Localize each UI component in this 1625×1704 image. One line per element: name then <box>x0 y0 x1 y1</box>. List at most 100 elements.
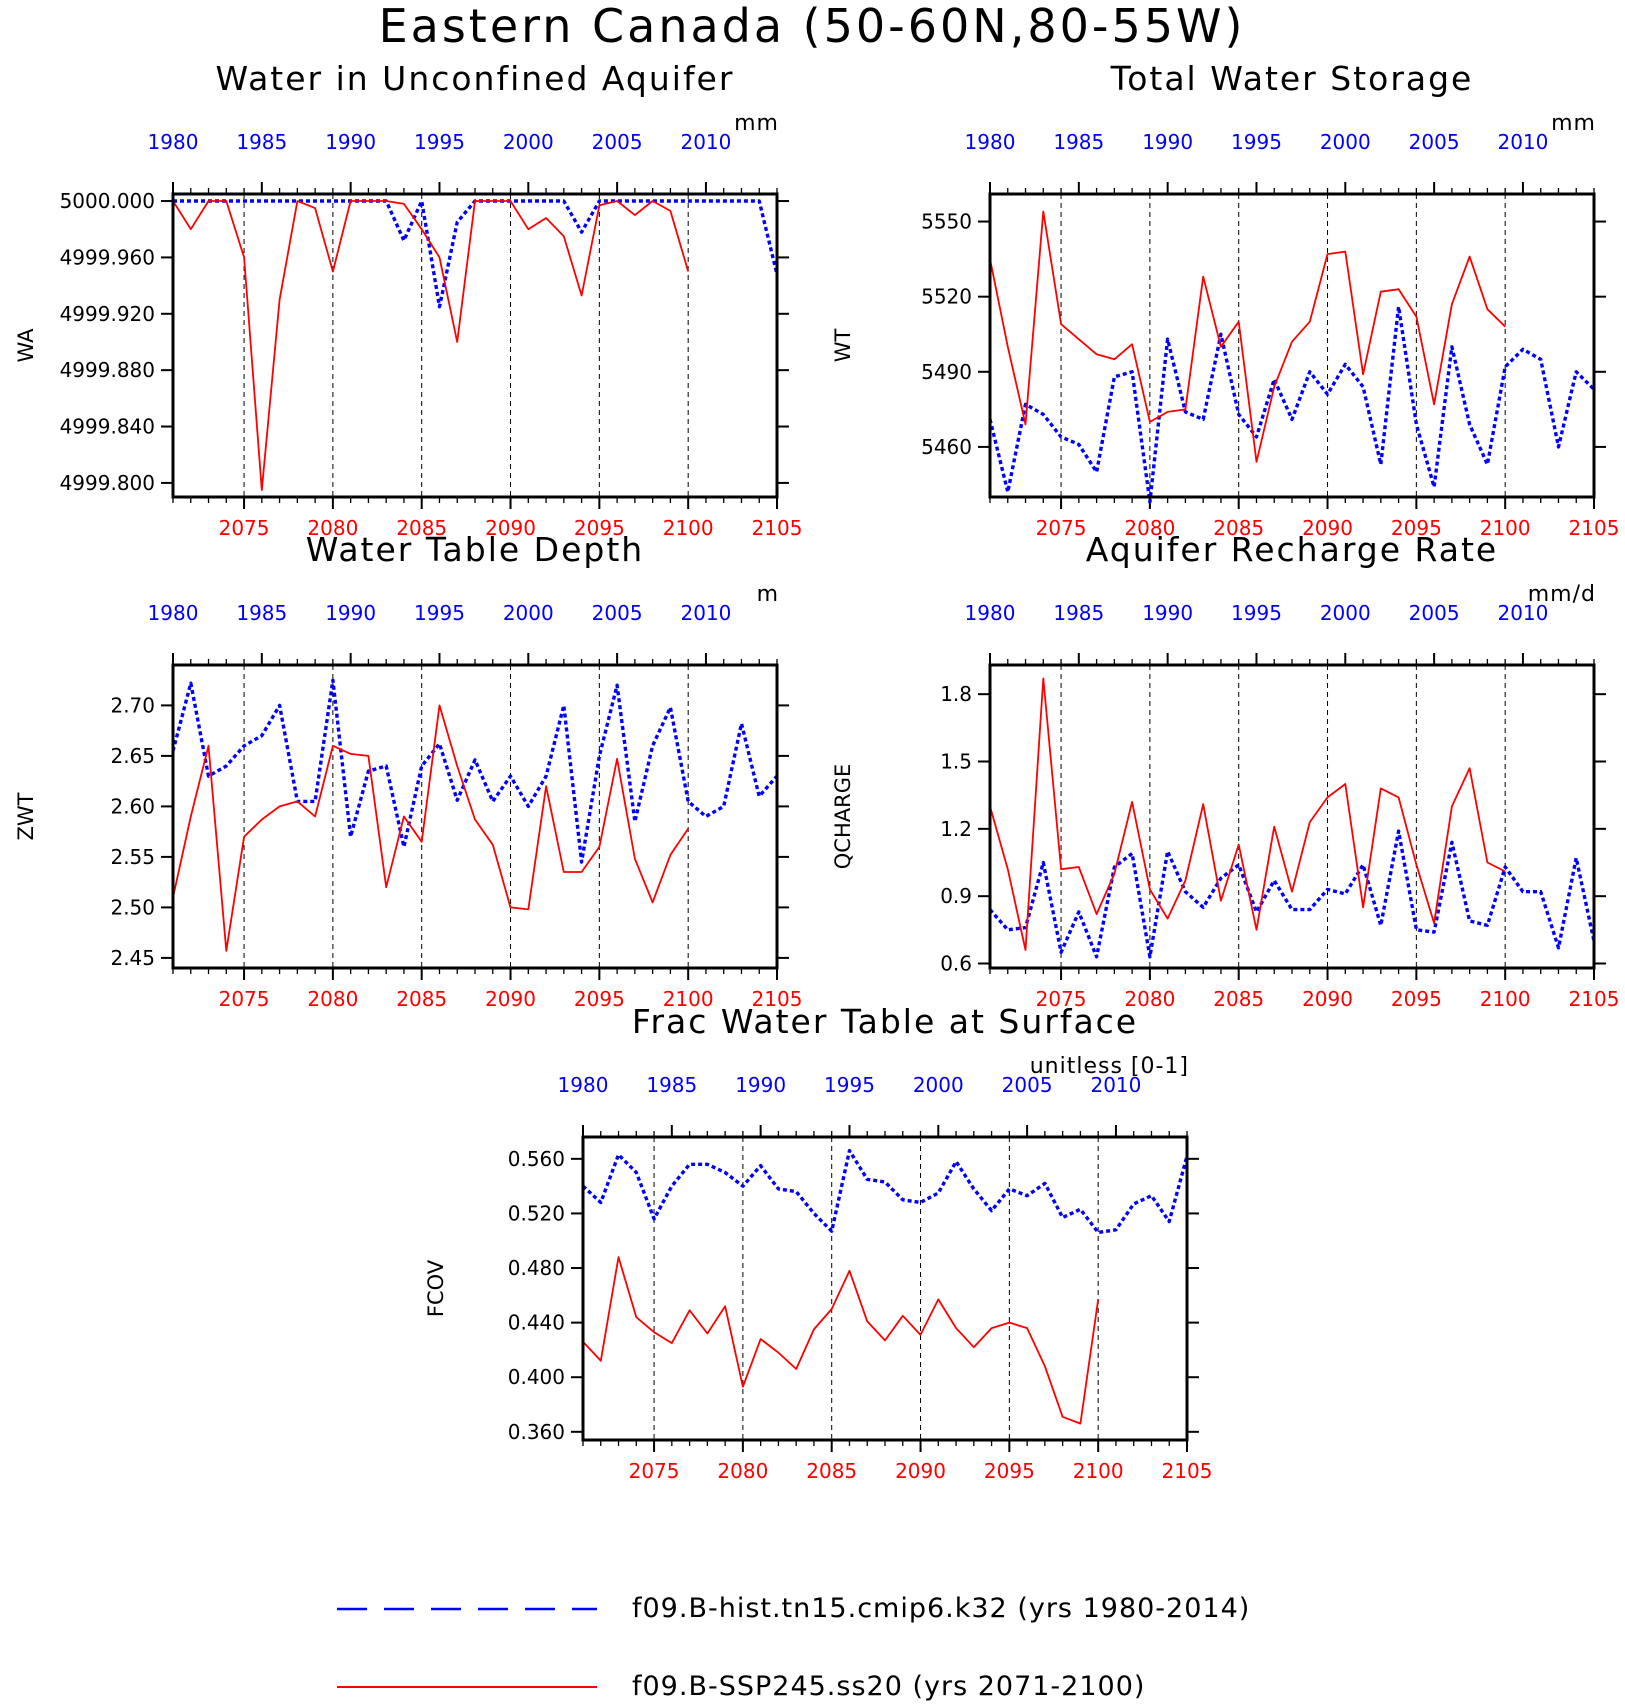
legend-label-future: f09.B-SSP245.ss20 (yrs 2071-2100) <box>632 1671 1145 1702</box>
water-in-unconfined-aquifer-xlabel-top-2010: 2010 <box>680 130 731 154</box>
aquifer-recharge-rate-xlabel-top-1985: 1985 <box>1053 601 1104 625</box>
water-table-depth-ylabel-tick-2: 2.60 <box>110 794 155 818</box>
water-in-unconfined-aquifer-xlabel-bottom-2095: 2095 <box>574 516 625 540</box>
water-in-unconfined-aquifer-ylabel-tick-4: 4999.840 <box>60 415 155 439</box>
aquifer-recharge-rate-ylabel-tick-2: 1.2 <box>940 817 972 841</box>
water-table-depth-xlabel-top-2010: 2010 <box>680 601 731 625</box>
water-in-unconfined-aquifer-xlabel-top-1990: 1990 <box>325 130 376 154</box>
aquifer-recharge-rate-xlabel-top-2010: 2010 <box>1497 601 1548 625</box>
water-in-unconfined-aquifer-plot-frame <box>171 192 779 499</box>
aquifer-recharge-rate-xlabel-top-1990: 1990 <box>1142 601 1193 625</box>
total-water-storage-xlabel-bottom-2090: 2090 <box>1302 516 1353 540</box>
frac-water-table-at-surface-plot-frame <box>581 1135 1189 1442</box>
total-water-storage-xlabel-bottom-2085: 2085 <box>1213 516 1264 540</box>
frac-water-table-at-surface-xlabel-top-1985: 1985 <box>646 1073 697 1097</box>
water-table-depth-xlabel-top-1985: 1985 <box>236 601 287 625</box>
water-table-depth-series-future-line <box>172 704 689 952</box>
total-water-storage-xlabel-top-2010: 2010 <box>1497 130 1548 154</box>
total-water-storage-xlabel-bottom-2075: 2075 <box>1036 516 1087 540</box>
panels: Water in Unconfined Aquifer mm WA 2075 2080 2… <box>14 59 1619 1483</box>
aquifer-recharge-rate-xlabel-bottom-2095: 2095 <box>1391 987 1442 1011</box>
total-water-storage-ylabel-tick-2: 5490 <box>921 360 972 384</box>
frac-water-table-at-surface-ylabel-tick-3: 0.440 <box>508 1311 565 1335</box>
frac-water-table-at-surface-panel: Frac Water Table at Surface unitless [0-1… <box>424 1002 1212 1483</box>
frac-water-table-at-surface-ylabel-tick-1: 0.520 <box>508 1201 565 1225</box>
frac-water-table-at-surface-xlabel-top-2000: 2000 <box>913 1073 964 1097</box>
water-in-unconfined-aquifer-xlabel-bottom-2100: 2100 <box>663 516 714 540</box>
total-water-storage-xlabel-top-2005: 2005 <box>1409 130 1460 154</box>
total-water-storage-xlabel-top-1980: 1980 <box>965 130 1016 154</box>
total-water-storage-series-future-line <box>989 210 1506 463</box>
total-water-storage-ylabel-tick-0: 5550 <box>921 210 972 234</box>
frac-water-table-at-surface-ylabel-tick-2: 0.480 <box>508 1256 565 1280</box>
frac-water-table-at-surface-xlabel-top-1995: 1995 <box>824 1073 875 1097</box>
frac-water-table-at-surface-title: Frac Water Table at Surface <box>632 1002 1138 1041</box>
total-water-storage-ylabel-tick-3: 5460 <box>921 435 972 459</box>
water-in-unconfined-aquifer-xlabel-top-2000: 2000 <box>503 130 554 154</box>
water-table-depth-plot-frame <box>171 663 779 970</box>
water-in-unconfined-aquifer-ylabel-tick-1: 4999.960 <box>60 245 155 269</box>
water-in-unconfined-aquifer-xlabel-bottom-2085: 2085 <box>396 516 447 540</box>
water-table-depth-xlabel-top-1980: 1980 <box>148 601 199 625</box>
total-water-storage-ylabel: WT <box>831 329 855 363</box>
water-table-depth-units: m <box>757 582 779 607</box>
frac-water-table-at-surface-xlabel-bottom-2075: 2075 <box>629 1459 680 1483</box>
water-table-depth-ylabel-tick-3: 2.55 <box>110 845 155 869</box>
water-in-unconfined-aquifer-xlabel-bottom-2080: 2080 <box>307 516 358 540</box>
total-water-storage-series-hist-line <box>988 305 1596 504</box>
water-table-depth-xlabel-top-1995: 1995 <box>414 601 465 625</box>
frac-water-table-at-surface-xlabel-top-1980: 1980 <box>558 1073 609 1097</box>
aquifer-recharge-rate-series-future-line <box>989 677 1506 951</box>
frac-water-table-at-surface-xlabel-top-2005: 2005 <box>1002 1073 1053 1097</box>
water-table-depth-xlabel-top-2005: 2005 <box>592 601 643 625</box>
water-table-depth-panel: Water Table Depth m ZWT 2075 2080 2085 2090 209… <box>14 530 802 1011</box>
aquifer-recharge-rate-xlabel-top-1980: 1980 <box>965 601 1016 625</box>
water-in-unconfined-aquifer-ylabel: WA <box>14 328 38 363</box>
legend-label-hist: f09.B-hist.tn15.cmip6.k32 (yrs 1980-2014… <box>632 1593 1250 1624</box>
aquifer-recharge-rate-series-hist-line <box>988 829 1596 959</box>
aquifer-recharge-rate-xlabel-bottom-2085: 2085 <box>1213 987 1264 1011</box>
frac-water-table-at-surface-ylabel-tick-5: 0.360 <box>508 1420 565 1444</box>
total-water-storage-xlabel-bottom-2095: 2095 <box>1391 516 1442 540</box>
water-in-unconfined-aquifer-xlabel-top-1995: 1995 <box>414 130 465 154</box>
frac-water-table-at-surface-xlabel-bottom-2100: 2100 <box>1073 1459 1124 1483</box>
aquifer-recharge-rate-xlabel-top-2005: 2005 <box>1409 601 1460 625</box>
aquifer-recharge-rate-panel: Aquifer Recharge Rate mm/d QCHARGE 2075 2080… <box>831 530 1619 1011</box>
total-water-storage-xlabel-top-1985: 1985 <box>1053 130 1104 154</box>
water-table-depth-xlabel-bottom-2080: 2080 <box>307 987 358 1011</box>
water-table-depth-xlabel-bottom-2100: 2100 <box>663 987 714 1011</box>
aquifer-recharge-rate-title: Aquifer Recharge Rate <box>1086 530 1498 569</box>
water-table-depth-xlabel-bottom-2090: 2090 <box>485 987 536 1011</box>
water-in-unconfined-aquifer-ylabel-tick-5: 4999.800 <box>60 471 155 495</box>
total-water-storage-xlabel-top-2000: 2000 <box>1320 130 1371 154</box>
aquifer-recharge-rate-xlabel-top-2000: 2000 <box>1320 601 1371 625</box>
aquifer-recharge-rate-ylabel-tick-1: 1.5 <box>940 750 972 774</box>
total-water-storage-ylabel-tick-1: 5520 <box>921 285 972 309</box>
water-in-unconfined-aquifer-xlabel-top-1985: 1985 <box>236 130 287 154</box>
legend: f09.B-hist.tn15.cmip6.k32 (yrs 1980-2014… <box>337 1593 1250 1702</box>
frac-water-table-at-surface-xlabel-bottom-2085: 2085 <box>806 1459 857 1483</box>
figure-title: Eastern Canada (50-60N,80-55W) <box>379 0 1246 53</box>
water-table-depth-ylabel-tick-4: 2.50 <box>110 895 155 919</box>
water-table-depth-xlabel-bottom-2085: 2085 <box>396 987 447 1011</box>
water-in-unconfined-aquifer-xlabel-top-2005: 2005 <box>592 130 643 154</box>
water-in-unconfined-aquifer-ylabel-tick-3: 4999.880 <box>60 358 155 382</box>
aquifer-recharge-rate-xlabel-bottom-2080: 2080 <box>1124 987 1175 1011</box>
aquifer-recharge-rate-xlabel-top-1995: 1995 <box>1231 601 1282 625</box>
total-water-storage-plot-frame <box>988 192 1596 499</box>
water-table-depth-ylabel-tick-0: 2.70 <box>110 693 155 717</box>
total-water-storage-xlabel-top-1990: 1990 <box>1142 130 1193 154</box>
frac-water-table-at-surface-ylabel-tick-4: 0.400 <box>508 1365 565 1389</box>
water-table-depth-xlabel-bottom-2075: 2075 <box>219 987 270 1011</box>
water-in-unconfined-aquifer-xlabel-top-1980: 1980 <box>148 130 199 154</box>
frac-water-table-at-surface-xlabel-top-2010: 2010 <box>1090 1073 1141 1097</box>
water-in-unconfined-aquifer-ylabel-tick-2: 4999.920 <box>60 302 155 326</box>
water-table-depth-title: Water Table Depth <box>306 530 644 569</box>
aquifer-recharge-rate-ylabel-tick-0: 1.8 <box>940 682 972 706</box>
frac-water-table-at-surface-xlabel-top-1990: 1990 <box>735 1073 786 1097</box>
water-table-depth-xlabel-bottom-2105: 2105 <box>752 987 803 1011</box>
total-water-storage-title: Total Water Storage <box>1110 59 1474 98</box>
frac-water-table-at-surface-ylabel-tick-0: 0.560 <box>508 1147 565 1171</box>
total-water-storage-xlabel-bottom-2080: 2080 <box>1124 516 1175 540</box>
